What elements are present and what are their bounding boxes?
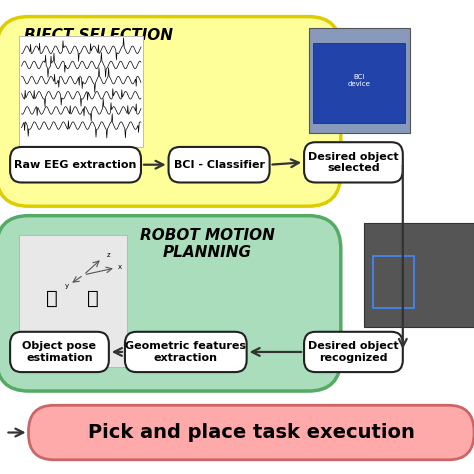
Text: Desired object
recognized: Desired object recognized	[308, 341, 399, 363]
FancyBboxPatch shape	[169, 147, 270, 182]
FancyBboxPatch shape	[304, 332, 403, 372]
Text: Object pose
estimation: Object pose estimation	[22, 341, 97, 363]
Text: BJECT SELECTION: BJECT SELECTION	[24, 28, 173, 44]
Text: Desired object
selected: Desired object selected	[308, 152, 399, 173]
FancyBboxPatch shape	[10, 332, 109, 372]
Text: x: x	[118, 264, 122, 270]
FancyBboxPatch shape	[125, 332, 246, 372]
FancyBboxPatch shape	[10, 147, 141, 182]
FancyBboxPatch shape	[0, 17, 341, 206]
Text: Raw EEG extraction: Raw EEG extraction	[14, 160, 137, 170]
Text: z: z	[107, 252, 110, 258]
FancyBboxPatch shape	[19, 235, 127, 367]
Text: Pick and place task execution: Pick and place task execution	[88, 423, 415, 442]
FancyBboxPatch shape	[0, 216, 341, 391]
Text: ROBOT MOTION
PLANNING: ROBOT MOTION PLANNING	[140, 228, 275, 260]
Text: 🦾: 🦾	[87, 289, 99, 308]
Text: BCI - Classifier: BCI - Classifier	[173, 160, 264, 170]
FancyBboxPatch shape	[309, 28, 410, 133]
Text: Geometric features
extraction: Geometric features extraction	[125, 341, 246, 363]
Text: BCI
device: BCI device	[348, 74, 371, 87]
Text: 🤖: 🤖	[46, 289, 57, 308]
Text: y: y	[64, 283, 68, 289]
FancyBboxPatch shape	[313, 43, 405, 123]
FancyBboxPatch shape	[28, 405, 474, 460]
FancyBboxPatch shape	[364, 223, 474, 327]
FancyBboxPatch shape	[19, 36, 143, 147]
FancyBboxPatch shape	[304, 142, 403, 182]
